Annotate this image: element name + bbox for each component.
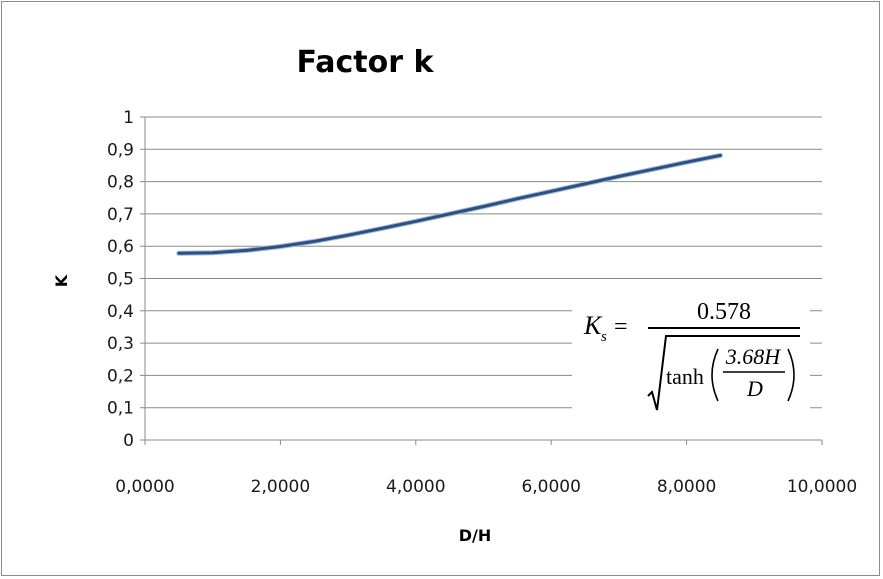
x-tick-label: 0,0000 (115, 477, 174, 497)
formula-sqrt-sign (647, 335, 800, 411)
x-axis-title: D/H (459, 526, 492, 545)
formula-function: tanh (666, 364, 704, 389)
y-tick-label: 0,9 (107, 140, 134, 160)
x-tick-label: 8,0000 (657, 477, 716, 497)
y-tick-label: 0,2 (107, 366, 134, 386)
formula-inner-numerator: 3.68H (725, 344, 782, 369)
formula-right-paren (787, 348, 795, 402)
x-tick-label: 10,0000 (787, 477, 857, 497)
y-tick-label: 0,7 (107, 205, 134, 225)
chart-title: Factor k (297, 45, 435, 80)
formula-background (572, 290, 810, 420)
y-tick-labels: 0 0,1 0,2 0,3 0,4 0,5 0,6 0,7 0,8 0,9 1 (107, 108, 134, 451)
x-tick-label: 6,0000 (521, 477, 580, 497)
y-tick-label: 0,8 (107, 173, 134, 193)
y-tick-label: 0,4 (107, 302, 134, 322)
formula-lhs-subscript: s (601, 329, 607, 345)
formula-numerator: 0.578 (697, 299, 751, 325)
x-tick-labels: 0,0000 2,0000 4,0000 6,0000 8,0000 10,0000 (115, 477, 857, 497)
series-layer (176, 152, 723, 256)
y-axis-title: K (52, 274, 71, 287)
y-tick-label: 0,3 (107, 334, 134, 354)
formula-equals: = (614, 314, 628, 340)
series-line-shadow (176, 152, 723, 256)
formula-lhs: K (583, 311, 603, 340)
x-tick-label: 2,0000 (251, 477, 310, 497)
y-tick-label: 0 (123, 431, 134, 451)
y-tick-label: 0,6 (107, 237, 134, 257)
y-tick-label: 1 (123, 108, 134, 128)
y-tick-label: 0,1 (107, 399, 134, 419)
x-tick-label: 4,0000 (386, 477, 445, 497)
y-tick-label: 0,5 (107, 270, 134, 290)
axes (140, 116, 823, 445)
formula-annotation: K s = 0.578 tanh 3.68H D (572, 290, 810, 420)
formula-left-paren (711, 348, 719, 402)
formula-inner-denominator: D (746, 376, 763, 401)
series-line (177, 153, 722, 255)
